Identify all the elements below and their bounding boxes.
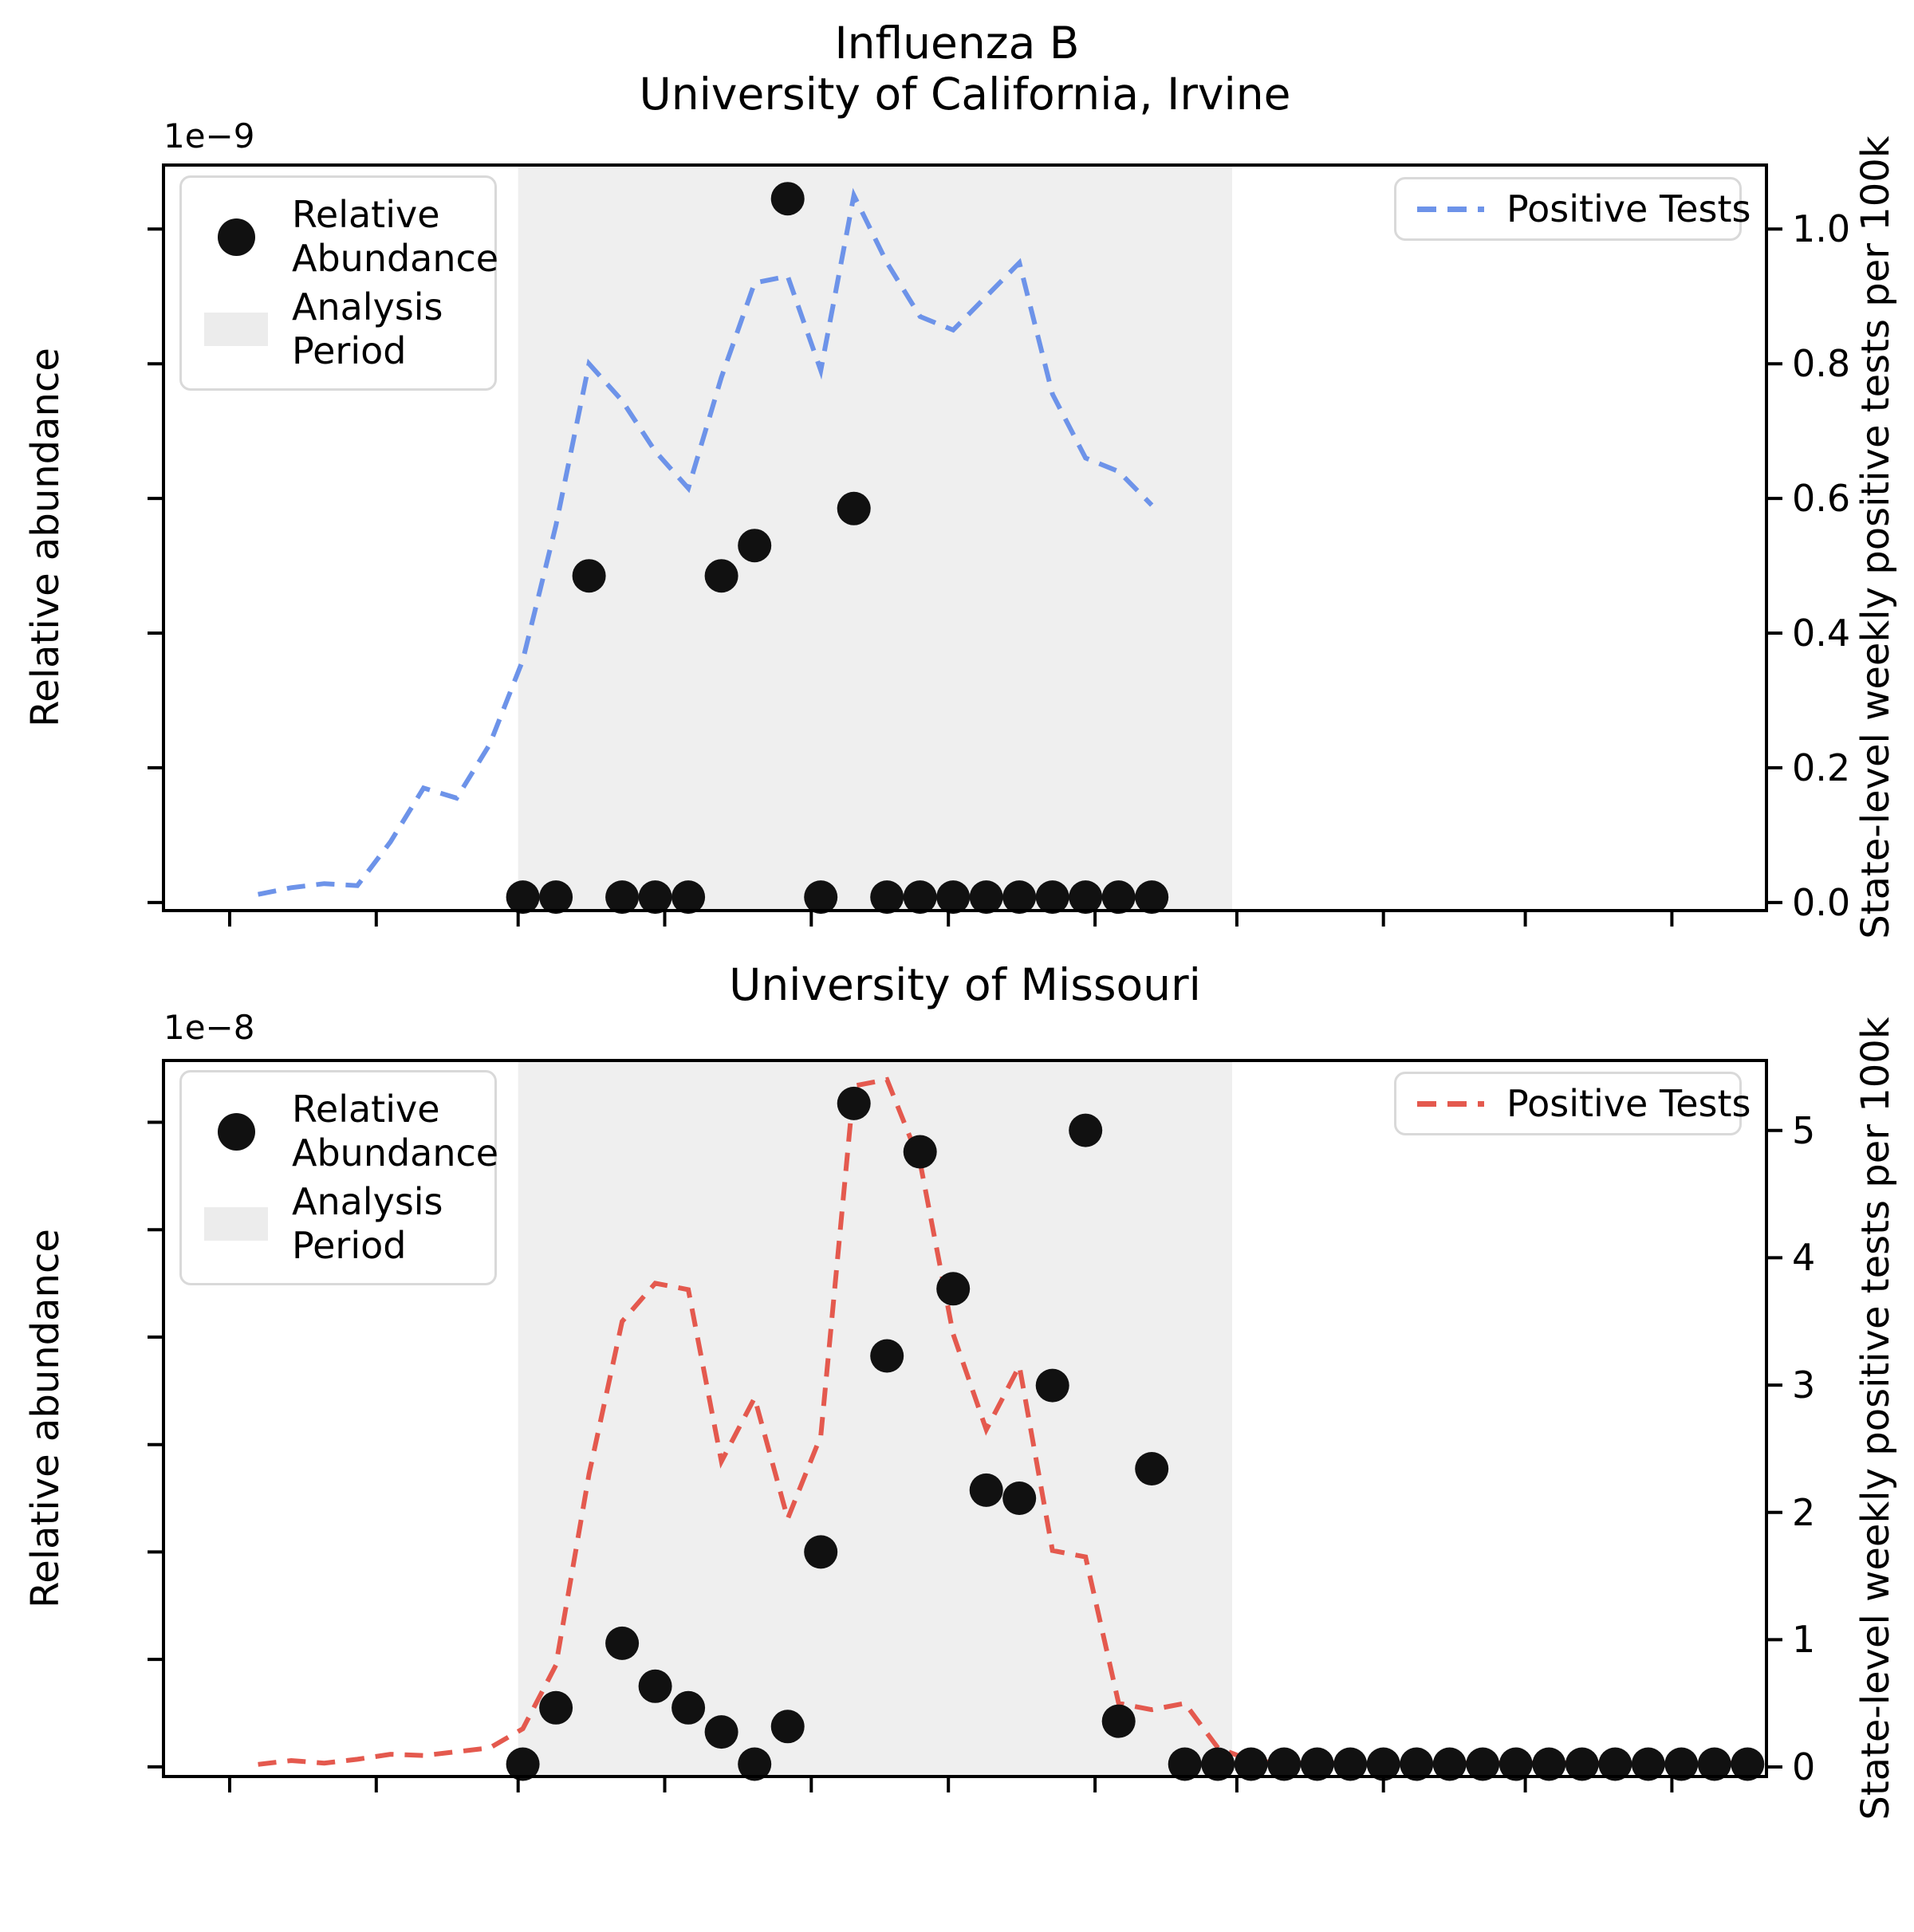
uci-legend-line: Positive Tests	[1394, 177, 1751, 241]
tick-label: 5	[1792, 1108, 1816, 1152]
legend-label: Positive Tests	[1506, 1081, 1751, 1125]
scatter-marker-icon	[217, 1112, 255, 1151]
analysis-period-swatch-icon	[204, 1207, 268, 1241]
legend-label: Relative Abundance	[292, 193, 499, 280]
missouri-ylabel-left: Relative abundance	[23, 1229, 68, 1608]
missouri-legend-main: Relative Abundance Analysis Period	[179, 1070, 498, 1285]
legend-label: Analysis Period	[292, 285, 443, 372]
legend-label: Analysis Period	[292, 1180, 443, 1267]
tick-label: 3	[1792, 1363, 1816, 1407]
legend-label: Positive Tests	[1506, 187, 1751, 230]
legend-label: Relative Abundance	[292, 1088, 499, 1175]
missouri-legend-dash-icon	[1417, 1100, 1484, 1107]
legend-item-analysis-period: Analysis Period	[203, 285, 474, 373]
legend-item-relative-abundance: Relative Abundance	[203, 193, 498, 281]
missouri-legend-line: Positive Tests	[1394, 1072, 1751, 1135]
tick-label: 0.2	[1792, 746, 1851, 789]
tick-label: 2	[1792, 1490, 1816, 1534]
uci-title: University of California, Irvine	[639, 69, 1291, 120]
legend-item-positive-tests: Positive Tests	[1417, 1082, 1751, 1126]
missouri-offset-label: 1e−8	[163, 1008, 255, 1047]
legend-item-analysis-period: Analysis Period	[203, 1180, 474, 1268]
tick-label: 1.0	[1792, 207, 1851, 251]
missouri-ylabel-right: State-level weekly positive tests per 10…	[1853, 1017, 1898, 1820]
tick-label: 0.8	[1792, 342, 1851, 386]
tick-label: 0.4	[1792, 612, 1851, 655]
tick-label: 0.0	[1792, 880, 1851, 924]
tick-label: 0.6	[1792, 477, 1851, 521]
legend-item-relative-abundance: Relative Abundance	[203, 1088, 498, 1175]
uci-ylabel-right: State-level weekly positive tests per 10…	[1853, 136, 1898, 939]
tick-label: 4	[1792, 1236, 1816, 1280]
uci-ylabel-left: Relative abundance	[23, 348, 68, 727]
tick-label: 0	[1792, 1745, 1816, 1789]
uci-legend-dash-icon	[1417, 206, 1484, 212]
tick-label: 1	[1792, 1618, 1816, 1662]
uci-legend-main: Relative Abundance Analysis Period	[179, 175, 498, 391]
figure-suptitle: Influenza B	[834, 18, 1080, 69]
missouri-title: University of Missouri	[729, 959, 1201, 1010]
uci-offset-label: 1e−9	[163, 116, 255, 155]
scatter-marker-icon	[217, 218, 255, 256]
analysis-period-swatch-icon	[204, 313, 268, 346]
legend-item-positive-tests: Positive Tests	[1417, 187, 1751, 231]
